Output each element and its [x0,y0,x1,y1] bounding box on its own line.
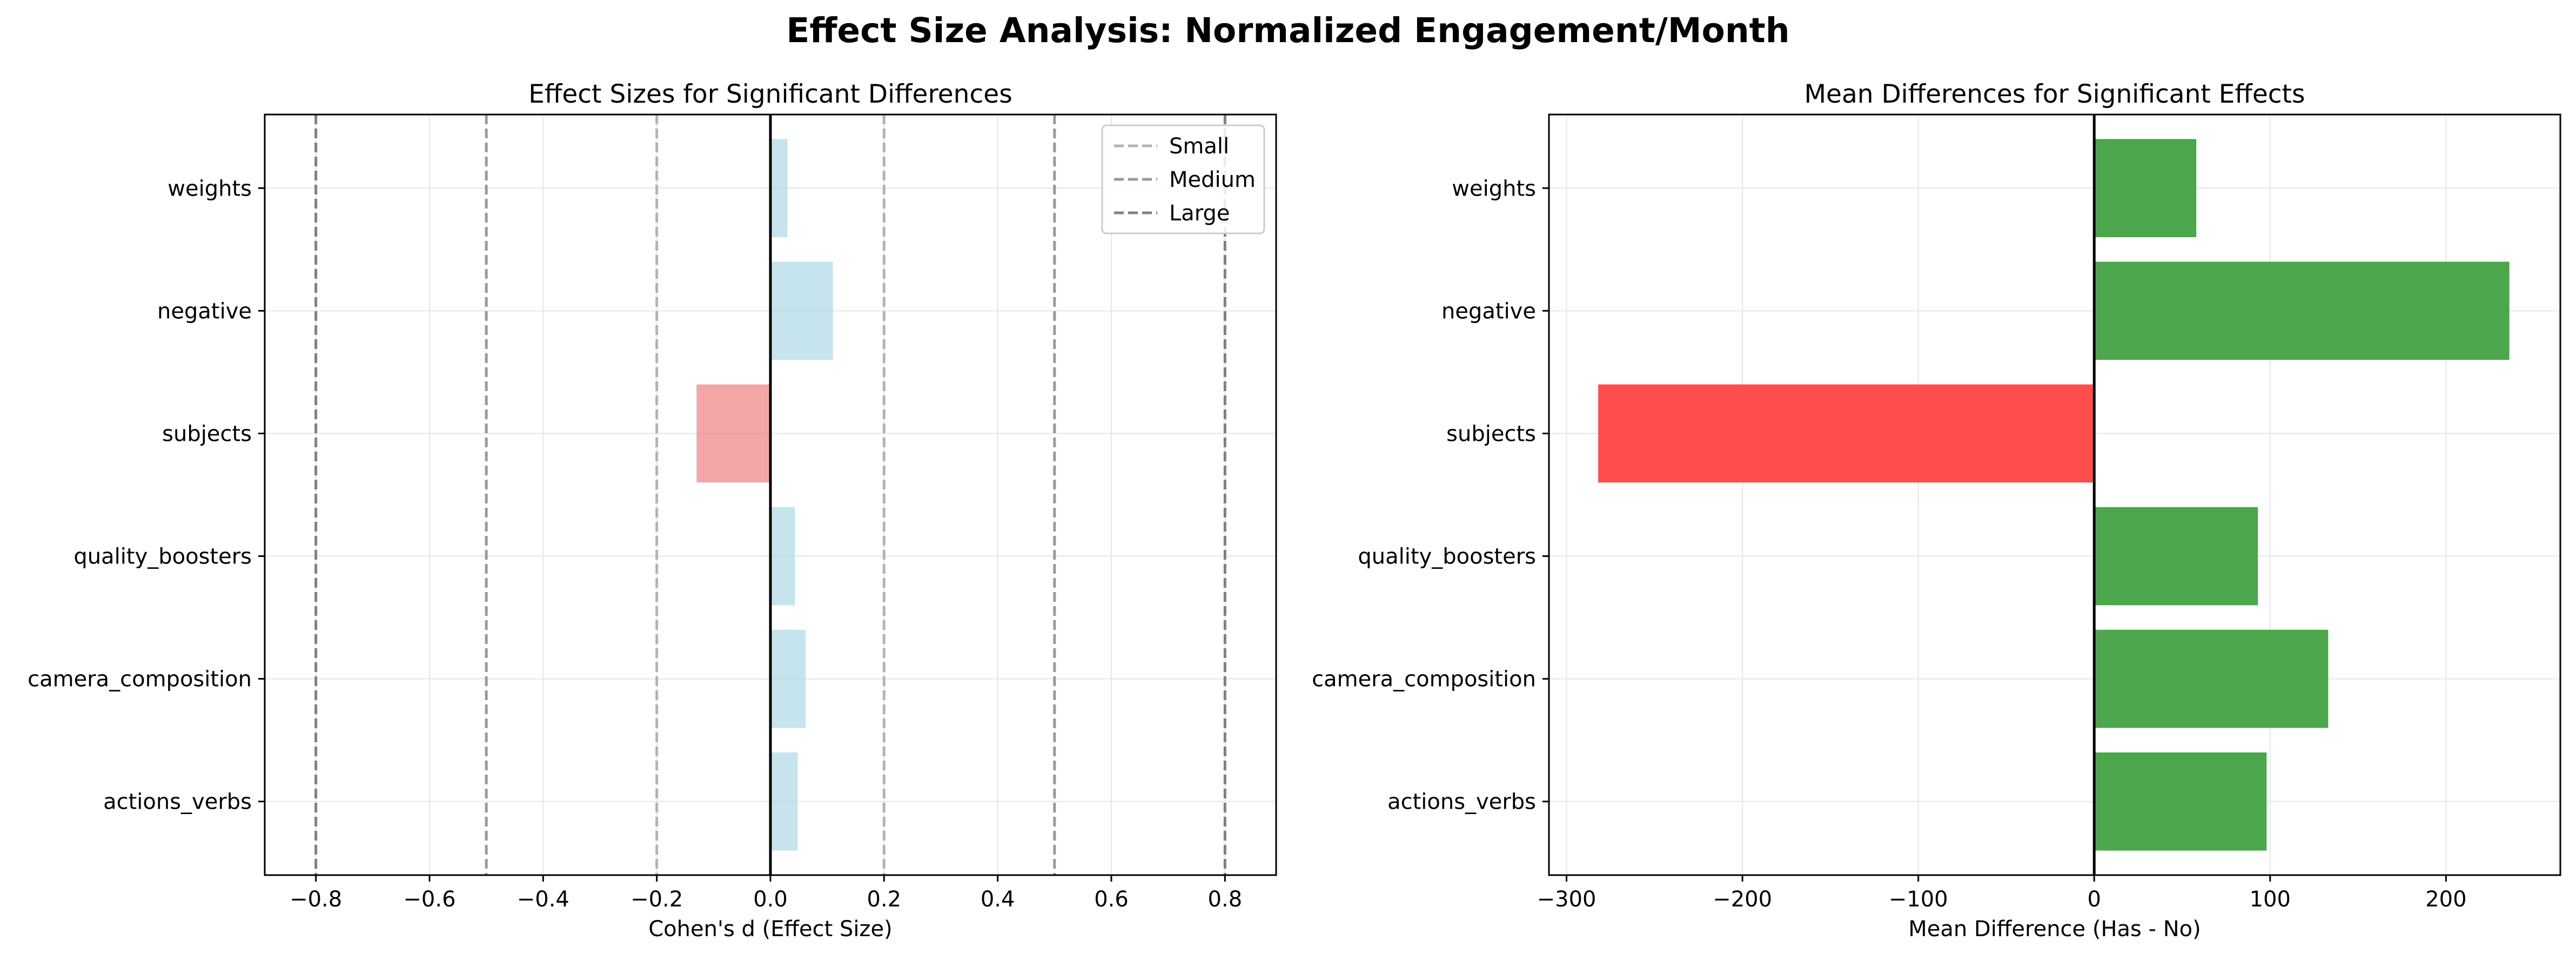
bar-weights [2094,139,2197,238]
x-tick-label: 0.4 [981,887,1015,912]
bar-camera_composition [2094,629,2329,728]
bar-negative [770,261,833,360]
y-tick-label: camera_composition [1312,667,1536,692]
bar-actions_verbs [2094,752,2267,851]
bar-camera_composition [770,629,806,728]
x-tick-label: −100 [1889,887,1948,912]
panel-title: Mean Differences for Significant Effects [1804,79,2305,109]
legend-label-large: Large [1169,201,1230,226]
y-tick-label: camera_composition [28,667,252,692]
bar-subjects [1598,384,2095,483]
legend-label-medium: Medium [1169,167,1256,192]
x-tick-label: −300 [1537,887,1596,912]
x-tick-label: 0.6 [1094,887,1129,912]
bar-quality_boosters [770,507,795,606]
bar-weights [770,139,788,238]
y-tick-label: negative [1441,299,1536,324]
bar-actions_verbs [770,752,798,851]
x-tick-label: 0 [2088,887,2101,912]
legend-label-small: Small [1169,134,1229,159]
x-tick-label: −200 [1713,887,1772,912]
x-tick-label: 100 [2250,887,2291,912]
panel-title: Effect Sizes for Significant Differences [528,79,1012,109]
bar-negative [2094,261,2510,360]
x-tick-label: −0.4 [517,887,569,912]
x-tick-label: −0.6 [403,887,455,912]
x-tick-label: 0.2 [867,887,902,912]
bar-quality_boosters [2094,507,2258,606]
y-tick-label: weights [167,176,252,201]
legend: Small Medium Large [1101,124,1265,234]
y-tick-label: quality_boosters [73,545,252,569]
mean-difference-panel: −300 −200 −100 0 100 200 actions_verbs camera_c… [1312,79,2561,942]
y-tick-label: subjects [1446,421,1536,446]
y-tick-label: subjects [162,421,252,446]
y-tick-label: quality_boosters [1358,545,1536,569]
x-tick-label: 0.8 [1208,887,1243,912]
bar-subjects [696,384,770,483]
x-tick-label: −0.2 [630,887,683,912]
axes-frame [1548,113,2561,876]
x-axis-label: Mean Difference (Has - No) [1908,917,2201,942]
y-tick-label: actions_verbs [1387,790,1536,815]
y-tick-label: actions_verbs [103,790,252,815]
x-tick-label: 200 [2425,887,2466,912]
legend-box [1101,124,1265,234]
x-axis-label: Cohen's d (Effect Size) [648,917,893,942]
x-tick-label: −0.8 [290,887,342,912]
y-tick-label: weights [1452,176,1536,201]
effect-size-panel: −0.8 −0.6 −0.4 −0.2 0.0 0.2 0.4 0.6 0.8 actions_v… [28,79,1277,942]
figure-title: Effect Size Analysis: Normalized Engagem… [786,11,1789,50]
x-tick-label: 0.0 [753,887,788,912]
y-tick-label: negative [157,299,252,324]
